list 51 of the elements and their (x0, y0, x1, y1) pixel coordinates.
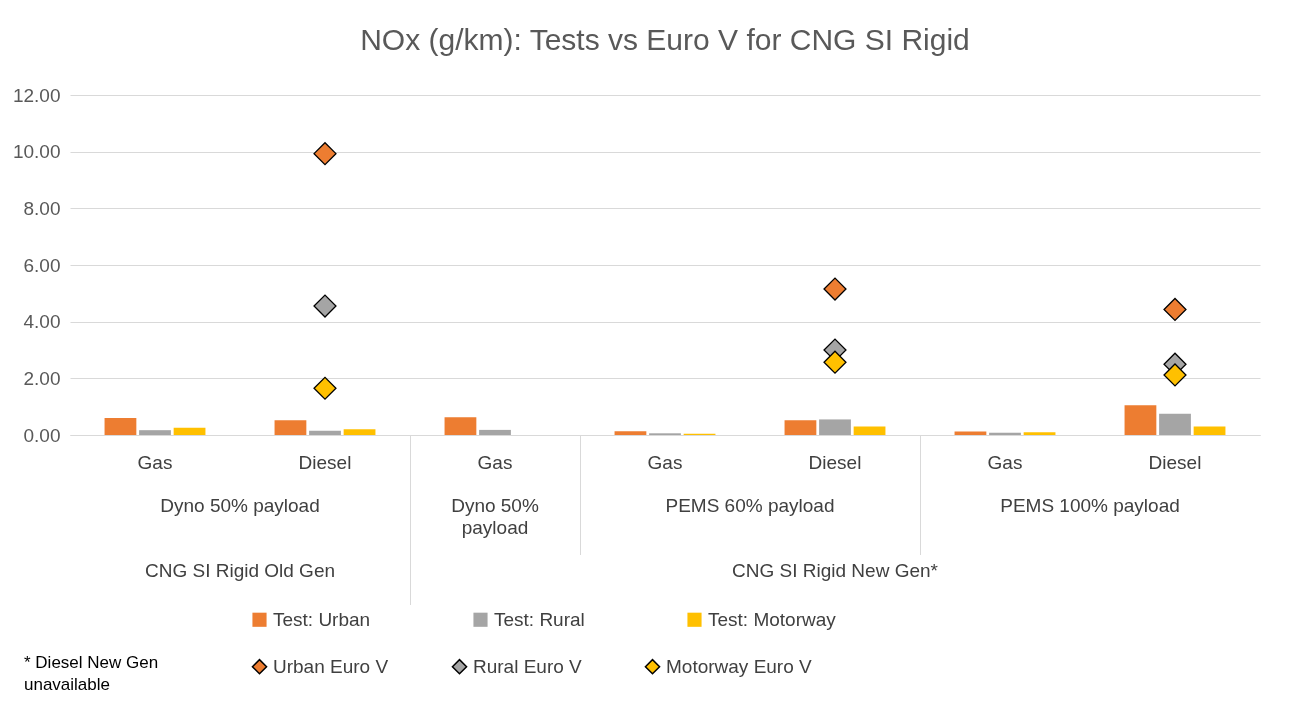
bar (1193, 426, 1226, 435)
bar (853, 426, 886, 435)
x-tick-label: Gas (987, 451, 1023, 473)
legend-label: Rural Euro V (473, 655, 583, 677)
chart-title: NOx (g/km): Tests vs Euro V for CNG SI Rigid (360, 23, 970, 56)
bar (444, 417, 477, 435)
legend-label: Urban Euro V (273, 655, 389, 677)
y-tick-label: 8.00 (23, 197, 61, 219)
legend-label: Test: Rural (494, 608, 585, 630)
x-tick-label: Gas (477, 451, 513, 473)
bar (104, 418, 137, 435)
point (1163, 297, 1187, 322)
bar (614, 431, 647, 435)
x-tick-label: Diesel (808, 451, 862, 473)
text: * Diesel New Gen unavailable (24, 652, 160, 697)
y-tick-label: 2.00 (23, 367, 61, 389)
y-tick-label: 4.00 (23, 311, 61, 333)
point (1163, 363, 1187, 387)
x-tick-label: Gas (647, 451, 683, 473)
text: PEMS 60% payload (664, 495, 836, 517)
bar (309, 430, 341, 435)
bar (343, 429, 376, 435)
y-tick-label: 6.00 (23, 254, 61, 276)
bar (784, 420, 817, 435)
bar (1023, 432, 1056, 435)
x-tick-label: Diesel (1148, 451, 1202, 473)
bar (479, 429, 511, 435)
y-tick-label: 10.00 (12, 141, 61, 163)
point (313, 142, 337, 166)
legend-label: Test: Motorway (708, 608, 837, 630)
text: PEMS 100% payload (999, 495, 1181, 517)
bar (173, 427, 206, 435)
bar (1124, 405, 1157, 435)
point (313, 294, 337, 318)
bar (819, 419, 851, 435)
y-tick-label: 12.00 (12, 84, 61, 106)
bar (274, 420, 307, 435)
y-tick-label: 0.00 (23, 424, 61, 446)
x-tick-label: Diesel (298, 451, 352, 473)
text: CNG SI Rigid New Gen* (731, 560, 939, 582)
legend-label: Test: Urban (273, 608, 371, 630)
text: Dyno 50% payload (450, 495, 540, 539)
bar (139, 430, 171, 435)
point (313, 376, 337, 400)
text: Dyno 50% payload (159, 495, 321, 517)
point (823, 350, 847, 374)
point (823, 277, 847, 301)
text: CNG SI Rigid Old Gen (143, 560, 337, 582)
bar (1159, 413, 1191, 435)
legend-label: Motorway Euro V (666, 655, 813, 677)
x-tick-label: Gas (137, 451, 173, 473)
